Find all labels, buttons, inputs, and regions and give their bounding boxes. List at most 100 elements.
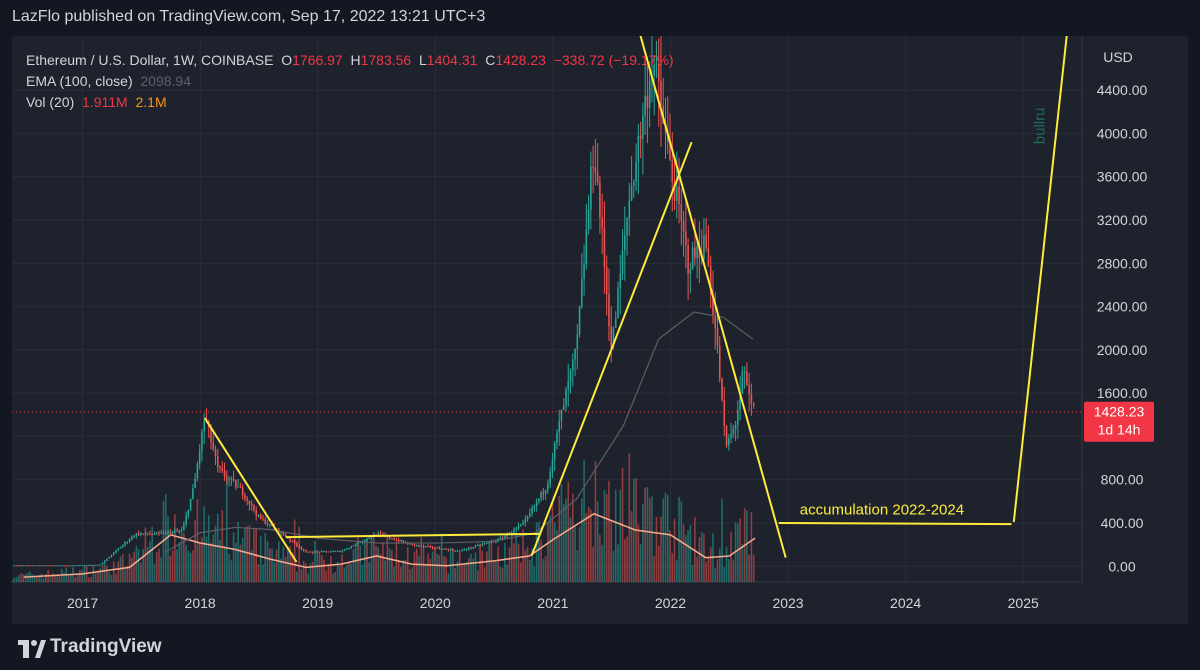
legend-open-label: O [281, 52, 293, 68]
volume-bar [741, 544, 744, 582]
volume-bar [361, 564, 364, 582]
candle-body [452, 549, 454, 551]
candle-body [314, 551, 316, 553]
candle-body [467, 547, 470, 550]
candle-body [626, 218, 628, 236]
candle-body [470, 547, 472, 549]
volume-bar [210, 542, 212, 582]
volume-bar [13, 577, 16, 582]
volume-bar [420, 537, 423, 582]
candle-body [739, 392, 741, 410]
candle-body [180, 530, 183, 532]
candle-body [194, 478, 196, 489]
volume-bar [393, 566, 395, 582]
candle-body [201, 431, 203, 451]
volume-bar [425, 564, 427, 582]
candle-body [730, 433, 732, 439]
candle-body [592, 166, 594, 168]
legend-vol-row[interactable]: Vol (20) 1.911M 2.1M [26, 92, 674, 113]
candle-body [526, 516, 529, 520]
volume-bar [678, 496, 680, 582]
volume-bar [472, 558, 475, 582]
candle-body [705, 235, 707, 248]
candle-body [94, 564, 97, 566]
candle-body [42, 565, 45, 567]
volume-bar [535, 522, 538, 582]
price-chart[interactable]: USD0.00400.00800.001200.001600.002000.00… [12, 36, 1188, 624]
trend-line-drawing [1012, 36, 1068, 523]
volume-bar [88, 577, 90, 582]
price-tick-label: 3600.00 [1097, 169, 1148, 185]
candle-body [718, 345, 721, 379]
candle-body [436, 547, 438, 549]
candle-body [504, 536, 506, 539]
candle-body [673, 181, 676, 201]
candle-body [97, 564, 99, 566]
volume-bar [142, 549, 144, 582]
volume-bar [458, 551, 461, 582]
candle-body [477, 544, 479, 546]
candle-body [427, 546, 429, 548]
ema-line [164, 311, 754, 553]
volume-bar [282, 546, 285, 582]
candle-body [653, 64, 655, 76]
time-tick-label: 2020 [420, 595, 451, 611]
volume-bar [201, 537, 203, 582]
legend-symbol[interactable]: Ethereum / U.S. Dollar, 1W, COINBASE [26, 52, 274, 68]
volume-bar [549, 515, 551, 582]
volume-bar [705, 561, 707, 582]
candle-body [257, 514, 260, 516]
volume-bar [214, 525, 217, 582]
volume-bar [538, 521, 540, 582]
volume-bar [752, 554, 755, 582]
volume-bar [298, 526, 300, 582]
candle-body [685, 231, 687, 246]
volume-bar [169, 555, 172, 582]
candle-body [481, 544, 484, 546]
volume-bar [429, 558, 432, 582]
candle-body [363, 540, 366, 542]
price-tick-label: 400.00 [1101, 515, 1144, 531]
volume-bar [553, 522, 556, 582]
volume-bar [721, 498, 723, 582]
volume-bar [617, 544, 619, 582]
volume-bar [183, 532, 185, 582]
candle-body [420, 545, 423, 547]
volume-bar [67, 575, 70, 582]
candle-body [377, 533, 380, 536]
brand-name[interactable]: TradingView [50, 636, 162, 657]
candle-body [210, 426, 212, 443]
legend-ema-row[interactable]: EMA (100, close) 2098.94 [26, 71, 674, 92]
candle-body [237, 486, 239, 488]
volume-bar [682, 524, 685, 582]
time-tick-label: 2022 [655, 595, 686, 611]
candle-body [578, 306, 581, 335]
volume-bar [585, 513, 588, 582]
candle-body [696, 246, 698, 258]
candle-body [164, 532, 167, 534]
publisher-text: LazFlo published on TradingView.com, Sep… [12, 8, 486, 25]
volume-bar [648, 498, 651, 582]
candle-body [499, 538, 502, 540]
last-price-countdown: 1d 14h [1098, 422, 1141, 438]
candle-body [262, 518, 264, 520]
candle-body [750, 394, 753, 404]
annotation-text: bullrun 2025 [1031, 62, 1048, 145]
volume-bar [637, 524, 640, 582]
candle-body [752, 403, 755, 406]
volume-bar [651, 496, 653, 582]
candle-body [596, 172, 599, 183]
volume-bar [230, 559, 233, 582]
volume-bar [51, 573, 54, 582]
candle-body [259, 514, 262, 519]
volume-bar [599, 534, 601, 582]
candle-body [472, 547, 475, 549]
volume-bar [750, 512, 753, 582]
candle-body [122, 544, 124, 548]
candle-body [682, 220, 685, 232]
volume-bar [167, 516, 169, 582]
volume-bar [293, 519, 296, 582]
legend-vol-label: Vol (20) [26, 94, 75, 110]
volume-bar [287, 546, 289, 582]
volume-ma-line [23, 512, 756, 578]
